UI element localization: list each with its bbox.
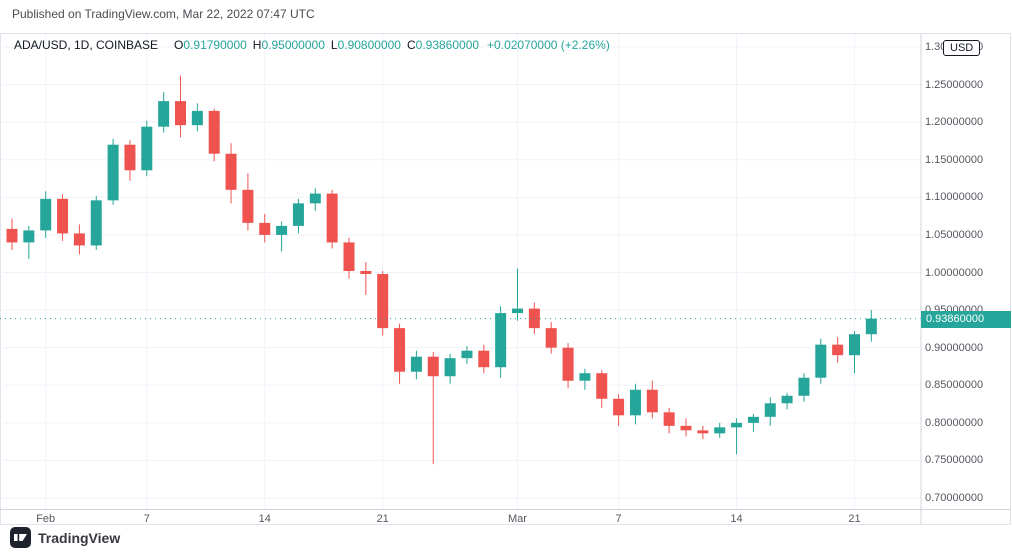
price-axis-label: 0.85000000 <box>925 379 984 392</box>
candle-body <box>158 101 170 127</box>
time-axis-label: 14 <box>258 513 271 525</box>
candle-body <box>596 373 608 399</box>
candle-body <box>141 126 153 171</box>
footer: TradingView <box>10 527 120 548</box>
candle-body <box>495 313 507 368</box>
candle-body <box>259 222 271 235</box>
ohlc-value: 0.91790000 <box>183 38 247 52</box>
currency-toggle[interactable]: USD <box>943 40 981 56</box>
candle-body <box>461 350 473 359</box>
candle-body <box>663 412 675 426</box>
time-axis-label: 7 <box>615 513 622 525</box>
candle-body <box>57 198 69 234</box>
candle-body <box>680 425 692 431</box>
candle-body <box>292 203 304 226</box>
candle-body <box>747 416 759 423</box>
price-axis-label: 0.80000000 <box>925 416 984 429</box>
price-axis-label: 0.75000000 <box>925 454 984 467</box>
candle-body <box>714 427 726 434</box>
price-axis-label: 0.70000000 <box>925 492 984 504</box>
time-axis-label: Feb <box>36 513 56 525</box>
candle-body <box>90 200 102 246</box>
price-axis-label: 1.10000000 <box>925 191 984 204</box>
ohlc-letter: H <box>252 38 262 52</box>
last-price-badge: 0.93860000 <box>921 310 1011 328</box>
candle-body <box>798 377 810 396</box>
price-axis-label: 1.20000000 <box>925 116 984 129</box>
time-axis-label: Mar <box>508 513 527 525</box>
candle-body <box>309 193 321 204</box>
price-axis-label: 1.15000000 <box>925 153 984 166</box>
candle-body <box>444 358 456 377</box>
candle-body <box>276 225 288 235</box>
candle-body <box>107 144 119 201</box>
candle-body <box>427 356 439 377</box>
candle-body <box>478 350 490 368</box>
candle-body <box>613 398 625 416</box>
chart-canvas[interactable] <box>0 33 1011 525</box>
candle-body <box>512 308 523 314</box>
ohlc-value: 0.90800000 <box>337 38 401 52</box>
ohlc-value: 0.93860000 <box>415 38 480 52</box>
candle-body <box>73 233 85 246</box>
price-axis-label: 1.00000000 <box>925 266 984 279</box>
candle-body <box>697 430 709 434</box>
candle-body <box>410 356 422 372</box>
ohlc-letter: C <box>406 38 416 52</box>
candle-body <box>731 422 743 428</box>
candle-body <box>528 308 540 329</box>
candle-body <box>175 101 186 126</box>
candle-body <box>781 395 793 404</box>
candle-body <box>579 373 591 381</box>
candle-body <box>764 403 776 417</box>
candle-body <box>377 274 389 329</box>
ohlc-letter: L <box>330 38 338 52</box>
candle-body <box>343 242 355 271</box>
price-axis-label: 1.25000000 <box>925 78 984 91</box>
change-value: +0.02070000 (+2.26%) <box>487 38 610 52</box>
candle-body <box>6 228 18 243</box>
tradingview-logo-icon[interactable] <box>10 527 31 548</box>
candle-body <box>208 110 220 154</box>
candle-body <box>360 270 372 275</box>
ohlc-letter: O <box>174 38 184 52</box>
candle-body <box>849 334 860 356</box>
time-axis-label: 7 <box>143 513 150 525</box>
chart-legend: ADA/USD, 1D, COINBASE O0.91790000 H0.95000… <box>14 38 610 52</box>
candle-body <box>242 189 254 223</box>
time-axis-label: 14 <box>730 513 743 525</box>
candle-body <box>40 198 52 231</box>
time-axis-label: 21 <box>848 513 861 525</box>
candle-body <box>124 144 136 171</box>
candle-body <box>191 110 203 126</box>
time-axis-label: 21 <box>376 513 389 525</box>
symbol-title: ADA/USD, 1D, COINBASE <box>14 38 159 52</box>
candle-body <box>23 230 35 243</box>
candle-body <box>394 328 406 372</box>
candle-body <box>545 328 557 348</box>
ohlc-value: 0.95000000 <box>261 38 325 52</box>
candle-body <box>865 318 877 335</box>
candle-body <box>629 389 641 416</box>
candle-body <box>225 153 237 190</box>
price-axis-label: 0.90000000 <box>925 341 984 354</box>
candle-body <box>326 193 338 243</box>
candle-body <box>832 344 844 356</box>
price-axis-label: 1.05000000 <box>925 228 984 241</box>
candle-body <box>815 344 827 378</box>
published-note: Published on TradingView.com, Mar 22, 20… <box>12 7 315 21</box>
tradingview-brand[interactable]: TradingView <box>38 529 121 546</box>
candle-body <box>646 389 658 413</box>
ohlc-values: O0.91790000 H0.95000000 L0.90800000 C0.9386… <box>168 38 479 52</box>
candle-body <box>562 347 574 381</box>
